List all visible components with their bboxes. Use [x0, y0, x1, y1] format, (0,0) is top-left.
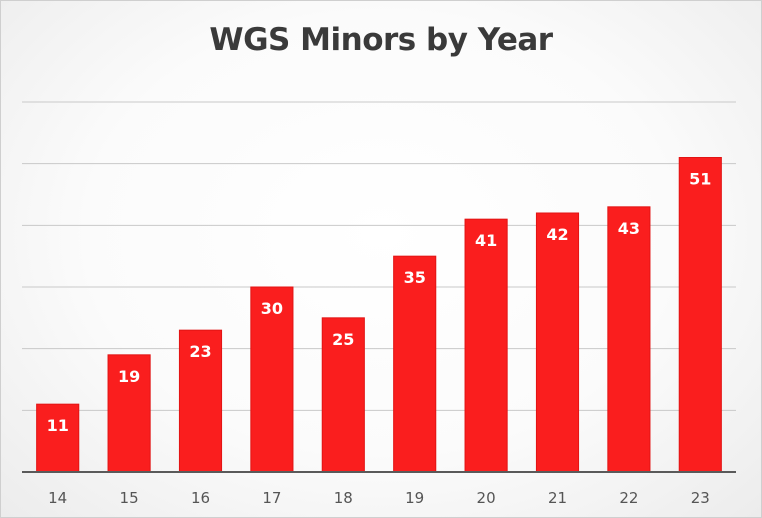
bars: 11 19 23 30 25 35 41 42 43 51 [36, 157, 722, 473]
data-label: 41 [475, 231, 497, 250]
x-tick-label: 15 [120, 489, 139, 507]
x-tick-label: 22 [619, 489, 638, 507]
x-tick-label: 21 [548, 489, 567, 507]
data-label: 51 [689, 170, 711, 189]
data-label: 11 [47, 416, 69, 435]
bar [464, 218, 508, 473]
data-label: 30 [261, 299, 283, 318]
x-tick-label: 19 [405, 489, 424, 507]
bar [36, 403, 80, 473]
chart-title: WGS Minors by Year [209, 22, 553, 58]
data-label: 23 [189, 342, 211, 361]
data-label: 43 [618, 219, 640, 238]
x-tick-label: 17 [262, 489, 281, 507]
x-tick-label: 23 [691, 489, 710, 507]
x-tick-label: 14 [48, 489, 67, 507]
x-tick-label: 16 [191, 489, 210, 507]
data-label: 19 [118, 367, 140, 386]
data-label: 25 [332, 330, 354, 349]
bar [678, 157, 722, 473]
x-tick-label: 18 [334, 489, 353, 507]
bar [393, 255, 437, 473]
x-tick-label: 20 [477, 489, 496, 507]
bar [607, 206, 651, 473]
x-tick-labels: 14 15 16 17 18 19 20 21 22 23 [48, 489, 710, 507]
bar [535, 212, 580, 473]
data-label: 42 [546, 225, 568, 244]
data-label: 35 [404, 268, 426, 287]
